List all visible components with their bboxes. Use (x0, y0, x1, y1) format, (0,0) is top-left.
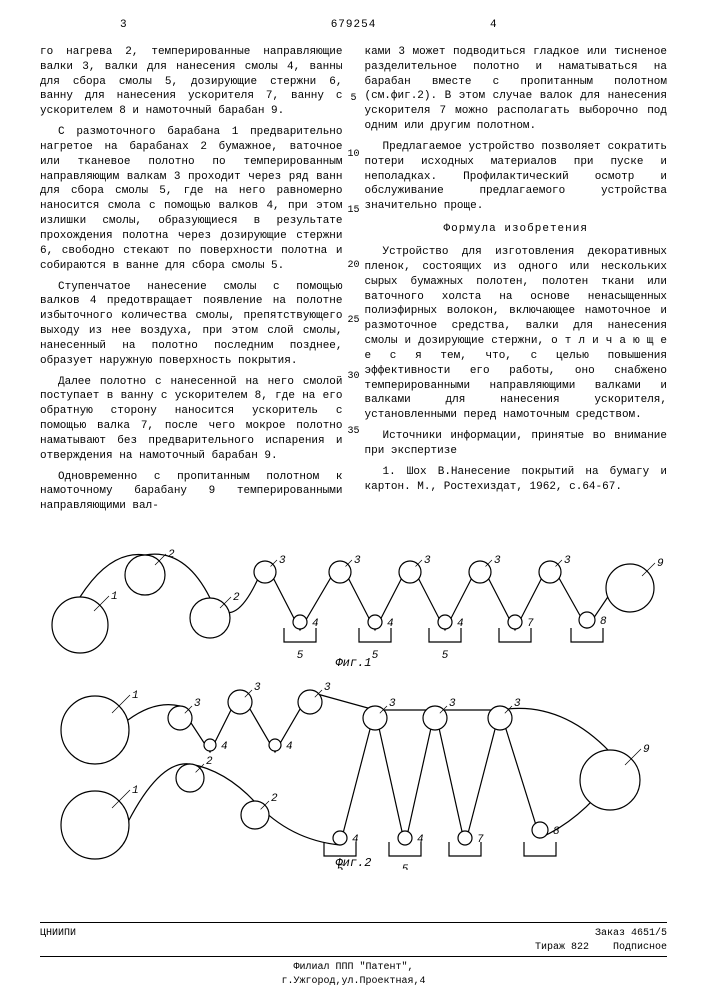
footer: ЦНИИПИ Заказ 4651/5 Тираж 822 Подписное … (40, 920, 667, 988)
svg-text:9: 9 (643, 744, 650, 756)
formula-title: Формула изобретения (365, 222, 668, 237)
svg-text:3: 3 (194, 698, 201, 710)
svg-text:3: 3 (389, 698, 396, 710)
figure-1: 5 5 5 1 2 2 3 3 3 3 3 9 4 4 4 7 8 Фиг.1 (40, 530, 667, 670)
document-number: 679254 (40, 18, 667, 33)
right-column: ками 3 может подводиться гладкое или тис… (365, 45, 668, 520)
para: Источники информации, принятые во вниман… (365, 429, 668, 459)
para: 1. Шох В.Нанесение покрытий на бумагу и … (365, 465, 668, 495)
svg-text:3: 3 (254, 682, 261, 694)
svg-text:2: 2 (233, 592, 240, 604)
svg-text:5: 5 (297, 650, 304, 662)
left-column: го нагрева 2, темперированные направляющ… (40, 45, 343, 520)
svg-text:4: 4 (352, 834, 359, 846)
figure-2: 5511933333322444478Фиг.2 (40, 670, 667, 870)
para: С размоточного барабана 1 предварительно… (40, 125, 343, 273)
svg-text:7: 7 (527, 618, 534, 630)
footer-addr: г.Ужгород,ул.Проектная,4 (40, 975, 667, 989)
svg-text:5: 5 (402, 864, 409, 870)
svg-text:4: 4 (312, 618, 319, 630)
svg-text:3: 3 (514, 698, 521, 710)
svg-text:3: 3 (324, 682, 331, 694)
footer-order: Заказ 4651/5 (595, 927, 667, 941)
para: го нагрева 2, темперированные направляющ… (40, 45, 343, 119)
footer-tirazh: Тираж 822 (535, 942, 589, 953)
para: Одновременно с пропитанным полотном к на… (40, 470, 343, 515)
page-num-left: 3 (120, 18, 127, 33)
para: ками 3 может подводиться гладкое или тис… (365, 45, 668, 134)
svg-text:1: 1 (132, 785, 139, 797)
svg-text:2: 2 (271, 793, 278, 805)
svg-text:2: 2 (206, 756, 213, 768)
svg-text:4: 4 (387, 618, 394, 630)
svg-text:3: 3 (494, 555, 501, 567)
svg-text:7: 7 (477, 834, 484, 846)
line-marker: 35 (347, 425, 359, 439)
para: Устройство для изготовления декоративных… (365, 245, 668, 423)
svg-text:3: 3 (564, 555, 571, 567)
para: Далее полотно с нанесенной на него смоло… (40, 375, 343, 464)
footer-sub: Подписное (613, 942, 667, 953)
svg-text:1: 1 (132, 690, 139, 702)
svg-text:4: 4 (417, 834, 424, 846)
svg-text:3: 3 (279, 555, 286, 567)
line-marker: 30 (347, 370, 359, 384)
footer-branch: Филиал ППП "Патент", (40, 961, 667, 975)
line-marker: 20 (347, 259, 359, 273)
line-marker: 10 (347, 148, 359, 162)
svg-text:8: 8 (553, 826, 560, 838)
svg-text:5: 5 (372, 650, 379, 662)
line-marker: 5 (350, 92, 356, 106)
svg-text:Фиг.2: Фиг.2 (335, 856, 371, 870)
svg-text:4: 4 (286, 741, 293, 753)
line-marker: 15 (347, 204, 359, 218)
svg-text:4: 4 (221, 741, 228, 753)
svg-text:1: 1 (111, 591, 118, 603)
para: Предлагаемое устройство позволяет сократ… (365, 140, 668, 214)
line-marker: 25 (347, 314, 359, 328)
svg-text:3: 3 (449, 698, 456, 710)
svg-text:Фиг.1: Фиг.1 (335, 656, 371, 670)
svg-text:8: 8 (600, 616, 607, 628)
para: Ступенчатое нанесение смолы с помощью ва… (40, 280, 343, 369)
svg-text:9: 9 (657, 558, 664, 570)
svg-text:4: 4 (457, 618, 464, 630)
svg-text:5: 5 (442, 650, 449, 662)
footer-org: ЦНИИПИ (40, 927, 76, 941)
page-num-right: 4 (490, 18, 497, 33)
svg-text:3: 3 (424, 555, 431, 567)
svg-text:2: 2 (168, 549, 175, 561)
svg-text:3: 3 (354, 555, 361, 567)
